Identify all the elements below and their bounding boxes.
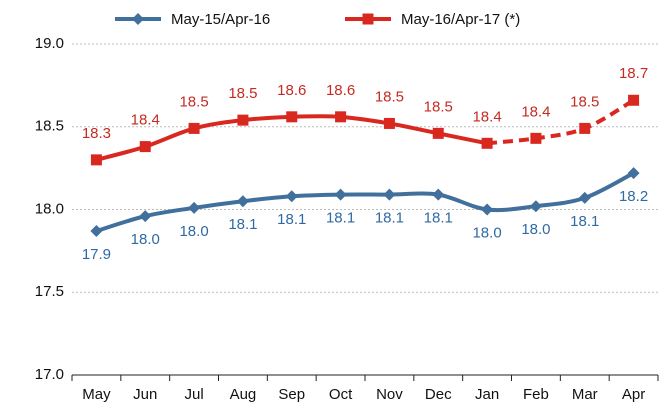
data-label: 18.1 bbox=[228, 216, 257, 233]
x-tick-label: May bbox=[82, 386, 111, 403]
x-tick-label: Dec bbox=[425, 386, 452, 403]
data-label: 18.5 bbox=[375, 88, 404, 105]
marker bbox=[579, 122, 591, 134]
marker bbox=[432, 127, 444, 139]
x-tick-label: Apr bbox=[622, 386, 645, 403]
series-line bbox=[95, 171, 635, 233]
data-label: 18.0 bbox=[521, 221, 550, 238]
marker bbox=[90, 154, 102, 166]
marker bbox=[432, 188, 445, 201]
data-label: 18.1 bbox=[277, 211, 306, 228]
data-label: 18.0 bbox=[179, 223, 208, 240]
y-tick-label: 19.0 bbox=[35, 35, 64, 52]
marker bbox=[188, 201, 201, 214]
data-label: 18.5 bbox=[228, 85, 257, 102]
x-tick-label: Jan bbox=[475, 386, 499, 403]
marker bbox=[627, 167, 640, 180]
legend-label: May-16/Apr-17 (*) bbox=[401, 11, 520, 28]
data-label: 18.5 bbox=[570, 93, 599, 110]
data-label: 18.2 bbox=[619, 188, 648, 205]
marker bbox=[139, 141, 151, 153]
marker bbox=[285, 190, 298, 203]
data-label: 18.0 bbox=[131, 231, 160, 248]
y-tick-label: 17.5 bbox=[35, 283, 64, 300]
legend-marker bbox=[362, 13, 374, 25]
marker bbox=[529, 200, 542, 213]
marker bbox=[481, 203, 494, 216]
x-tick-label: Oct bbox=[329, 386, 353, 403]
y-tick-label: 17.0 bbox=[35, 366, 64, 383]
data-label: 18.3 bbox=[82, 125, 111, 142]
data-label: 18.6 bbox=[326, 82, 355, 99]
x-tick-label: Feb bbox=[523, 386, 549, 403]
data-label: 18.4 bbox=[521, 103, 550, 120]
data-label: 18.7 bbox=[619, 65, 648, 82]
data-label: 17.9 bbox=[82, 246, 111, 263]
data-label: 18.5 bbox=[424, 98, 453, 115]
data-label: 18.1 bbox=[326, 210, 355, 227]
marker bbox=[90, 225, 103, 238]
x-tick-label: Jun bbox=[133, 386, 157, 403]
data-label: 18.0 bbox=[472, 224, 501, 241]
x-tick-label: Aug bbox=[230, 386, 257, 403]
legend-marker bbox=[132, 13, 144, 25]
data-label: 18.5 bbox=[179, 93, 208, 110]
marker bbox=[236, 195, 249, 208]
x-tick-label: Mar bbox=[572, 386, 598, 403]
marker bbox=[383, 188, 396, 201]
data-label: 18.4 bbox=[472, 108, 501, 125]
data-label: 18.1 bbox=[424, 210, 453, 227]
marker bbox=[628, 94, 640, 106]
x-tick-label: Sep bbox=[278, 386, 305, 403]
marker bbox=[335, 111, 347, 123]
y-tick-label: 18.0 bbox=[35, 200, 64, 217]
marker bbox=[530, 132, 542, 144]
data-label: 18.6 bbox=[277, 82, 306, 99]
data-label: 18.4 bbox=[131, 112, 160, 129]
marker bbox=[383, 117, 395, 129]
marker bbox=[286, 111, 298, 123]
marker bbox=[578, 191, 591, 204]
y-tick-label: 18.5 bbox=[35, 118, 64, 135]
marker bbox=[481, 137, 493, 149]
marker bbox=[237, 114, 249, 126]
marker bbox=[139, 210, 152, 223]
x-tick-label: Nov bbox=[376, 386, 403, 403]
series-line bbox=[486, 98, 635, 146]
data-label: 18.1 bbox=[375, 210, 404, 227]
data-label: 18.1 bbox=[570, 213, 599, 230]
x-tick-label: Jul bbox=[184, 386, 203, 403]
legend-label: May-15/Apr-16 bbox=[171, 11, 270, 28]
marker bbox=[334, 188, 347, 201]
marker bbox=[188, 122, 200, 134]
